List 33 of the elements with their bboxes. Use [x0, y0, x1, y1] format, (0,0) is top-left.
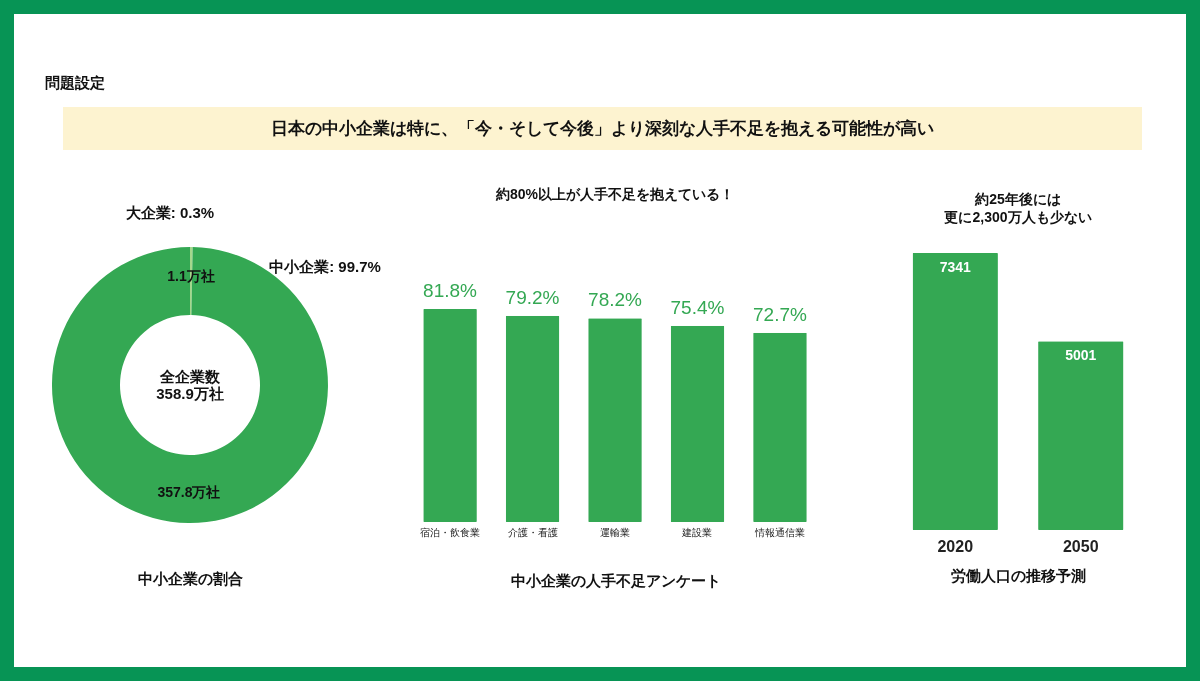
bar: [505, 315, 560, 522]
bar: [753, 332, 807, 522]
x-tick-label: 情報通信業: [753, 526, 805, 538]
x-tick-label: 介護・看護: [507, 526, 558, 538]
data-label: 72.7%: [753, 303, 807, 325]
text: 358.9万社: [156, 384, 224, 402]
bar: [423, 309, 477, 522]
text: 日本の中小企業は特に、「今・そして今後」より深刻な人手不足を抱える可能性が高い: [63, 107, 1142, 150]
data-label: 357.8万社: [157, 483, 221, 500]
x-tick-label: 建設業: [681, 526, 713, 538]
category-label: 大企業: 0.3%: [125, 204, 215, 221]
text: 問題設定: [45, 74, 105, 93]
category-label: 中小企業: 99.7%: [269, 258, 381, 275]
data-label: 7341: [939, 259, 972, 275]
text: 全企業数: [159, 367, 221, 385]
data-label: 78.2%: [588, 289, 643, 311]
text: 中小企業の割合: [137, 570, 243, 587]
chart-title: 約80%以上が人手不足を抱えている！: [494, 186, 735, 202]
bar: [588, 318, 642, 522]
data-label: 5001: [1065, 347, 1097, 364]
data-label: 75.4%: [670, 296, 725, 318]
chart-subtitle: 更に2,300万人も少ない: [944, 209, 1092, 225]
donut-slice: [52, 247, 328, 523]
bar: [670, 325, 725, 522]
x-tick-label: 運輸業: [600, 526, 630, 538]
x-tick-label: 2020: [937, 537, 974, 555]
x-axis-title: 中小企業の人手不足アンケート: [510, 571, 721, 589]
x-axis-title: 労働人口の推移予測: [951, 566, 1086, 584]
chart-title: 約25年後には: [974, 191, 1061, 207]
data-label: 79.2%: [505, 286, 560, 308]
x-tick-label: 2050: [1062, 537, 1099, 555]
data-label: 81.8%: [423, 280, 478, 301]
x-tick-label: 宿泊・飲食業: [420, 526, 481, 538]
